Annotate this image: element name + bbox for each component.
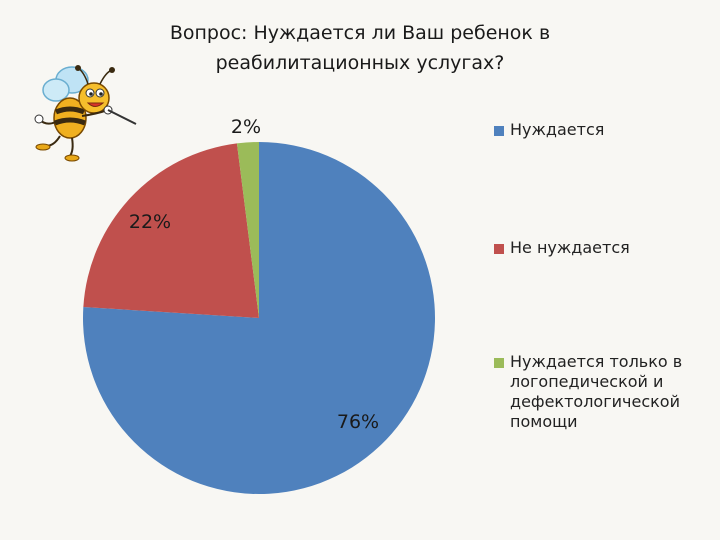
chart-title-line-1: Вопрос: Нуждается ли Ваш ребенок в — [169, 22, 551, 44]
legend-swatch — [494, 126, 504, 136]
legend-item-does-not-need: Не нуждается — [494, 238, 714, 258]
legend-label: Нуждается — [510, 120, 690, 140]
data-label-speech-therapy-only: 2% — [231, 116, 261, 138]
pie-slices — [83, 142, 436, 494]
data-label-does-not-need: 22% — [129, 211, 171, 233]
pie-slice-does-not-need — [83, 143, 260, 318]
legend-label-line: Нуждается — [510, 120, 605, 139]
legend-label-line: логопедической и — [510, 372, 664, 391]
legend-label: Нуждается только в логопедической и дефект… — [510, 352, 690, 432]
legend-label: Не нуждается — [510, 238, 690, 258]
cartoon-bee-with-pointer-icon — [34, 65, 137, 162]
pie-slice-speech-therapy-only — [236, 142, 259, 318]
pie-slice-needs — [83, 142, 436, 494]
pie-data-labels: 76% 22% 2% — [129, 116, 379, 433]
legend-swatch — [494, 244, 504, 254]
legend-label-line: помощи — [510, 412, 578, 431]
chart-title-line-2: реабилитационных услугах? — [215, 52, 505, 74]
legend-swatch — [494, 358, 504, 368]
legend-label-line: дефектологической — [510, 392, 680, 411]
legend-label-line: Не нуждается — [510, 238, 630, 257]
chart-title: Вопрос: Нуждается ли Ваш ребенок в реаби… — [90, 18, 630, 78]
legend-item-needs: Нуждается — [494, 120, 714, 140]
data-label-needs: 76% — [337, 411, 379, 433]
legend-label-line: Нуждается только в — [510, 352, 683, 371]
legend-item-speech-therapy-only: Нуждается только в логопедической и дефект… — [494, 352, 714, 432]
